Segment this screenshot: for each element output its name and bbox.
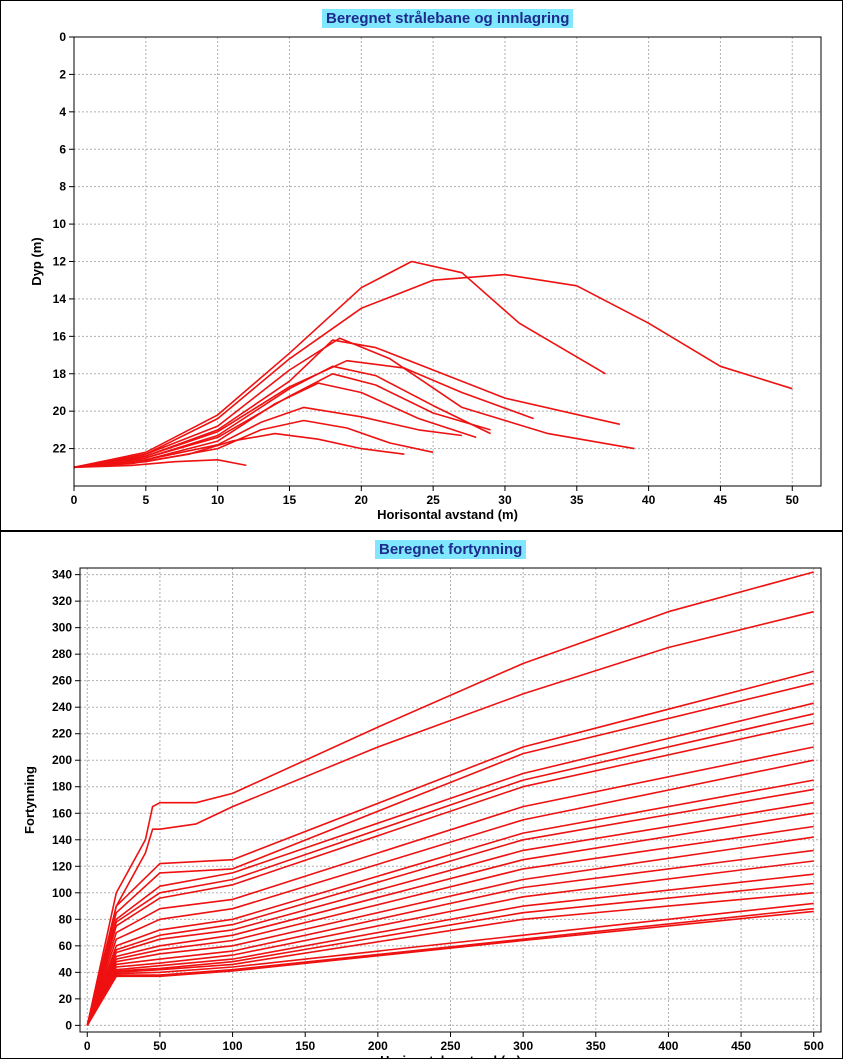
y-tick-label: 60 — [59, 939, 73, 953]
series-line — [73, 365, 491, 469]
series-line — [73, 459, 247, 469]
y-tick-label: 18 — [53, 367, 67, 381]
x-tick-label: 400 — [658, 1039, 678, 1053]
x-tick-label: 45 — [714, 493, 728, 507]
x-tick-label: 25 — [426, 493, 440, 507]
x-axis-label: Horisontal avstand (m) — [377, 507, 518, 522]
y-tick-label: 40 — [59, 965, 73, 979]
x-tick-label: 50 — [153, 1039, 167, 1053]
y-tick-label: 180 — [52, 780, 72, 794]
series-line — [86, 670, 814, 1026]
x-tick-label: 5 — [142, 493, 149, 507]
y-tick-label: 320 — [52, 594, 72, 608]
x-tick-label: 50 — [786, 493, 800, 507]
series-line — [86, 722, 814, 1026]
x-tick-label: 300 — [513, 1039, 533, 1053]
x-tick-label: 500 — [804, 1039, 824, 1053]
series-line — [86, 801, 814, 1026]
dilution-chart-panel: Beregnet fortynning 0 50 100 150 200 250 300 35… — [0, 531, 843, 1059]
x-tick-label: 350 — [586, 1039, 606, 1053]
y-tick-label: 300 — [52, 621, 72, 635]
y-tick-label: 140 — [52, 833, 72, 847]
series-line — [86, 713, 814, 1026]
y-tick-label: 20 — [59, 992, 73, 1006]
series-line — [86, 860, 814, 1026]
series-line — [86, 825, 814, 1026]
y-tick-label: 80 — [59, 912, 73, 926]
series-line — [86, 682, 814, 1026]
x-tick-label: 200 — [368, 1039, 388, 1053]
x-tick-label: 0 — [84, 1039, 91, 1053]
y-tick-label: 240 — [52, 700, 72, 714]
y-tick-label: 0 — [65, 1018, 72, 1032]
series-line — [86, 610, 814, 1026]
series-line — [73, 273, 793, 469]
chart-title: Beregnet fortynning — [375, 540, 527, 559]
x-axis-label: Horisontal avstand (m) — [380, 1053, 521, 1058]
chart-title: Beregnet strålebane og innlagring — [322, 9, 574, 28]
y-tick-label: 280 — [52, 647, 72, 661]
series-line — [86, 779, 814, 1026]
y-tick-label: 20 — [53, 404, 67, 418]
series-line — [73, 406, 463, 469]
series-line — [86, 849, 814, 1026]
series-line — [73, 337, 635, 469]
y-tick-label: 200 — [52, 753, 72, 767]
y-axis-label: Fortynning — [22, 766, 37, 834]
series-line — [73, 359, 534, 469]
x-tick-label: 250 — [440, 1039, 460, 1053]
series-line — [86, 746, 814, 1026]
y-tick-label: 4 — [59, 105, 66, 119]
y-axis-label: Dyp (m) — [29, 237, 44, 285]
series-line — [86, 571, 814, 1026]
y-tick-label: 10 — [53, 217, 67, 231]
y-tick-label: 22 — [53, 442, 67, 456]
y-tick-label: 340 — [52, 568, 72, 582]
y-tick-label: 2 — [59, 67, 66, 81]
x-tick-label: 10 — [211, 493, 225, 507]
series-line — [86, 836, 814, 1026]
trajectory-chart-panel: Beregnet strålebane og innlagring 0 5 10 15… — [0, 0, 843, 531]
y-tick-label: 160 — [52, 806, 72, 820]
x-tick-label: 0 — [71, 493, 78, 507]
y-tick-label: 12 — [53, 255, 67, 269]
series-line — [86, 812, 814, 1026]
x-tick-label: 100 — [223, 1039, 243, 1053]
x-tick-label: 35 — [570, 493, 584, 507]
x-tick-label: 40 — [642, 493, 656, 507]
x-tick-label: 30 — [498, 493, 512, 507]
y-tick-label: 8 — [59, 180, 66, 194]
y-tick-label: 260 — [52, 674, 72, 688]
series-line — [86, 759, 814, 1026]
y-tick-label: 14 — [53, 292, 67, 306]
x-tick-label: 15 — [283, 493, 297, 507]
series-line — [73, 260, 606, 469]
series-line — [73, 432, 405, 469]
y-tick-label: 220 — [52, 727, 72, 741]
series-line — [86, 788, 814, 1026]
dilution-chart: 0 50 100 150 200 250 300 350 400 450 500 0 20 40 60 80 1… — [22, 567, 824, 1058]
y-tick-label: 6 — [59, 142, 66, 156]
y-tick-label: 16 — [53, 329, 67, 343]
y-tick-label: 120 — [52, 859, 72, 873]
series-line — [73, 373, 491, 469]
trajectory-chart: 0 5 10 15 20 25 30 35 40 45 50 0 2 4 6 8 10 12 14 16 18 20 22 H… — [29, 30, 822, 522]
x-tick-label: 20 — [355, 493, 369, 507]
x-tick-label: 450 — [731, 1039, 751, 1053]
x-tick-label: 150 — [295, 1039, 315, 1053]
y-tick-label: 0 — [59, 30, 66, 44]
y-tick-label: 100 — [52, 886, 72, 900]
series-line — [86, 910, 814, 1026]
